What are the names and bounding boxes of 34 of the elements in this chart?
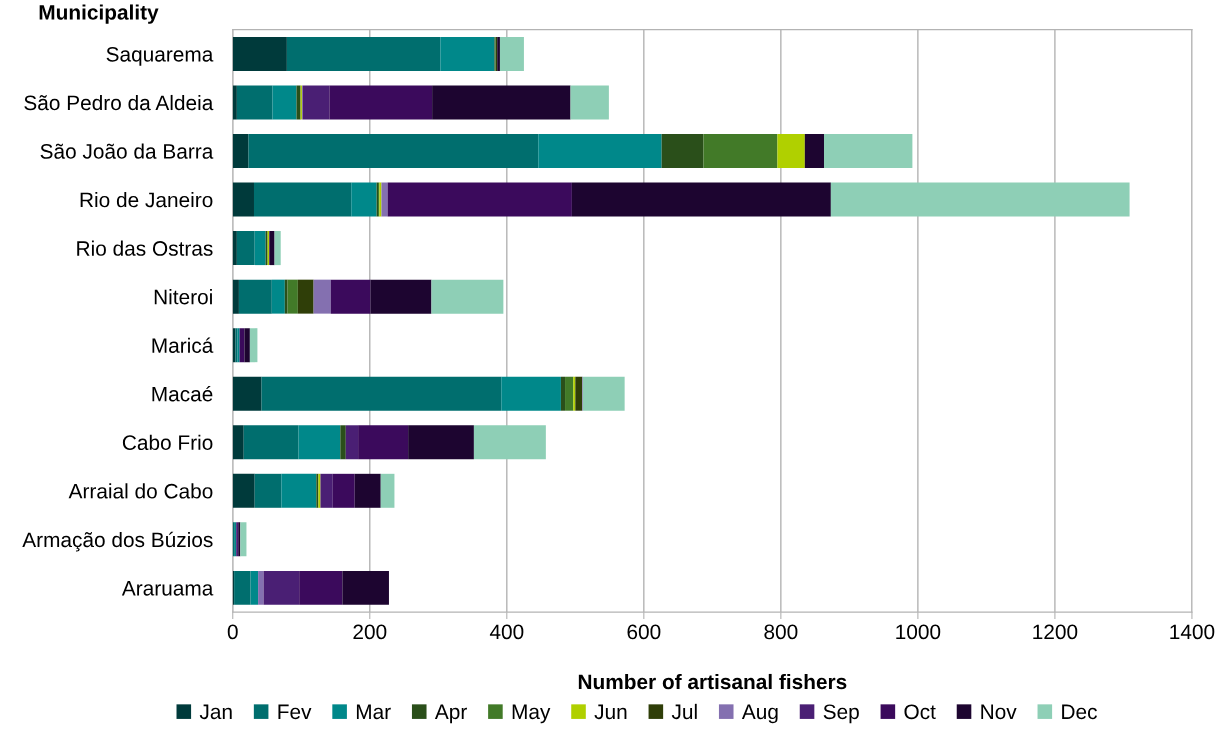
legend-label: Jun [594,704,627,720]
legend-label: Sep [823,704,859,724]
legend-label: Aug [741,704,778,724]
y-tick-label: São João da Barra [40,143,214,159]
legend-label: May [512,704,551,724]
y-tick-label: Arraial do Cabo [68,483,213,499]
x-tick-label: 1000 [896,624,941,640]
y-tick-label: Rio de Janeiro [80,192,213,208]
x-tick-label: 200 [353,624,387,640]
y-tick-label: Niteroi [154,289,212,305]
legend-label: Jan [199,704,232,720]
legend-label: Fev [278,704,312,720]
x-tick-label: 800 [764,624,798,640]
y-tick-label: Macaé [152,385,213,402]
y-tick-label: Saquarema [106,46,214,66]
y-tick-label: Rio das Ostras [77,240,213,256]
y-tick-label: São Pedro da Aldeia [24,94,214,111]
legend-label: Oct [904,704,936,720]
x-tick-label: 1200 [1033,624,1078,640]
y-tick-label: Cabo Frio [122,434,213,451]
x-tick-label: 600 [627,624,661,640]
legend-label: Apr [434,704,467,724]
y-axis-title: Municipality [39,4,159,24]
x-axis-title: Number of artisanal fishers [578,673,847,690]
legend-label: Dec [1062,704,1097,720]
legend-label: Nov [981,704,1017,720]
y-tick-label: Maricá [152,337,214,353]
legend-label: Jul [671,703,697,720]
y-tick-label: Araruama [121,581,214,596]
x-tick-label: 0 [227,624,238,640]
legend-label: Mar [356,704,391,720]
x-tick-label: 400 [489,624,524,640]
y-tick-label: Armação dos Búzios [22,531,213,552]
x-tick-label: 1400 [1170,624,1215,640]
